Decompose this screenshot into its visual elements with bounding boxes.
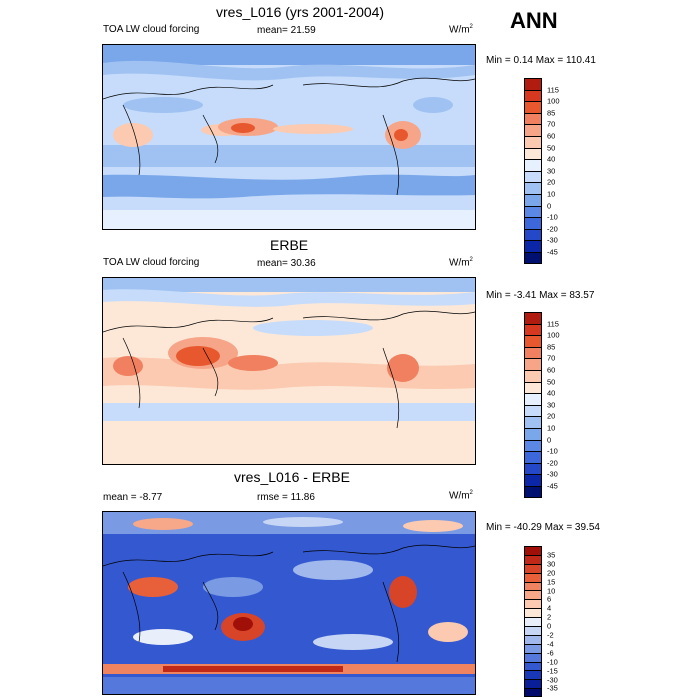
panel2-tick: 50	[547, 377, 556, 387]
panel1-title: vres_L016 (yrs 2001-2004)	[216, 4, 385, 20]
panel1-tick: 100	[547, 96, 560, 106]
panel3-tick: 6	[547, 594, 552, 604]
panel3-tick: -10	[547, 657, 558, 667]
panel2-title: ERBE	[270, 237, 309, 253]
panel3-minmax-label: Min = -40.29 Max = 39.54	[486, 522, 600, 533]
panel2-minmax-label: Min = -3.41 Max = 83.57	[486, 290, 595, 301]
panel2-tick: -45	[547, 481, 558, 491]
panel3-colorbar	[524, 546, 542, 698]
panel3-rmse-label: rmse = 11.86	[257, 492, 315, 503]
panel1-minmax-label: Min = 0.14 Max = 110.41	[486, 55, 596, 66]
panel1-tick: 85	[547, 108, 556, 118]
panel2-tick: -10	[547, 446, 558, 456]
panel2-tick: 0	[547, 435, 552, 445]
panel2-tick: 30	[547, 400, 556, 410]
panel3-tick: 4	[547, 603, 552, 613]
panel1-mean-label: mean= 21.59	[257, 25, 316, 36]
panel1-contour-field	[103, 45, 475, 229]
panel3-tick: -15	[547, 666, 558, 676]
panel2-tick: 70	[547, 353, 556, 363]
panel1-tick: -20	[547, 224, 558, 234]
panel2-tick: -30	[547, 469, 558, 479]
panel3-tick: -2	[547, 630, 554, 640]
panel2-unit-label: W/m2	[449, 257, 473, 269]
panel2-tick: 40	[547, 388, 556, 398]
panel3-tick: 0	[547, 621, 552, 631]
panel2-tick: -20	[547, 458, 558, 468]
panel1-tick: -30	[547, 235, 558, 245]
panel1-map	[102, 44, 476, 230]
season-label: ANN	[510, 8, 558, 33]
panel1-tick: -45	[547, 247, 558, 257]
panel2-tick: 100	[547, 330, 560, 340]
panel3-tick: 30	[547, 559, 556, 569]
panel2-map	[102, 277, 476, 465]
panel1-tick: 0	[547, 201, 552, 211]
panel2-tick: 85	[547, 342, 556, 352]
panel1-variable-label: TOA LW cloud forcing	[103, 24, 200, 35]
panel3-tick: 35	[547, 550, 556, 560]
panel2-tick: 60	[547, 365, 556, 375]
panel3-tick: 15	[547, 577, 556, 587]
panel1-colorbar	[524, 78, 542, 264]
panel1-tick: 10	[547, 189, 556, 199]
panel3-tick: 20	[547, 568, 556, 578]
panel1-tick: 20	[547, 177, 556, 187]
panel1-tick: 60	[547, 131, 556, 141]
panel3-contour-field	[103, 512, 475, 694]
panel3-map	[102, 511, 476, 695]
panel3-tick: 2	[547, 612, 552, 622]
panel3-title: vres_L016 - ERBE	[234, 469, 350, 485]
panel1-unit-label: W/m2	[449, 24, 473, 36]
panel2-tick: 115	[547, 319, 559, 329]
panel1-tick: 40	[547, 154, 556, 164]
panel2-tick: 20	[547, 411, 556, 421]
panel2-mean-label: mean= 30.36	[257, 258, 316, 269]
panel1-tick: 115	[547, 85, 559, 95]
panel3-mean-label: mean = -8.77	[103, 492, 163, 503]
panel1-tick: 70	[547, 119, 556, 129]
panel3-tick: -4	[547, 639, 554, 649]
panel3-unit-label: W/m2	[449, 490, 473, 502]
panel2-contour-field	[103, 278, 475, 464]
panel3-tick: 10	[547, 586, 556, 595]
panel1-tick: 30	[547, 166, 556, 176]
panel2-colorbar	[524, 312, 542, 498]
panel2-variable-label: TOA LW cloud forcing	[103, 257, 200, 268]
panel1-tick: 50	[547, 143, 556, 153]
panel1-tick: -10	[547, 212, 558, 222]
panel3-tick: -35	[547, 683, 558, 693]
panel3-tick: -6	[547, 648, 554, 658]
panel3-tick: -30	[547, 675, 558, 684]
panel2-tick: 10	[547, 423, 556, 433]
